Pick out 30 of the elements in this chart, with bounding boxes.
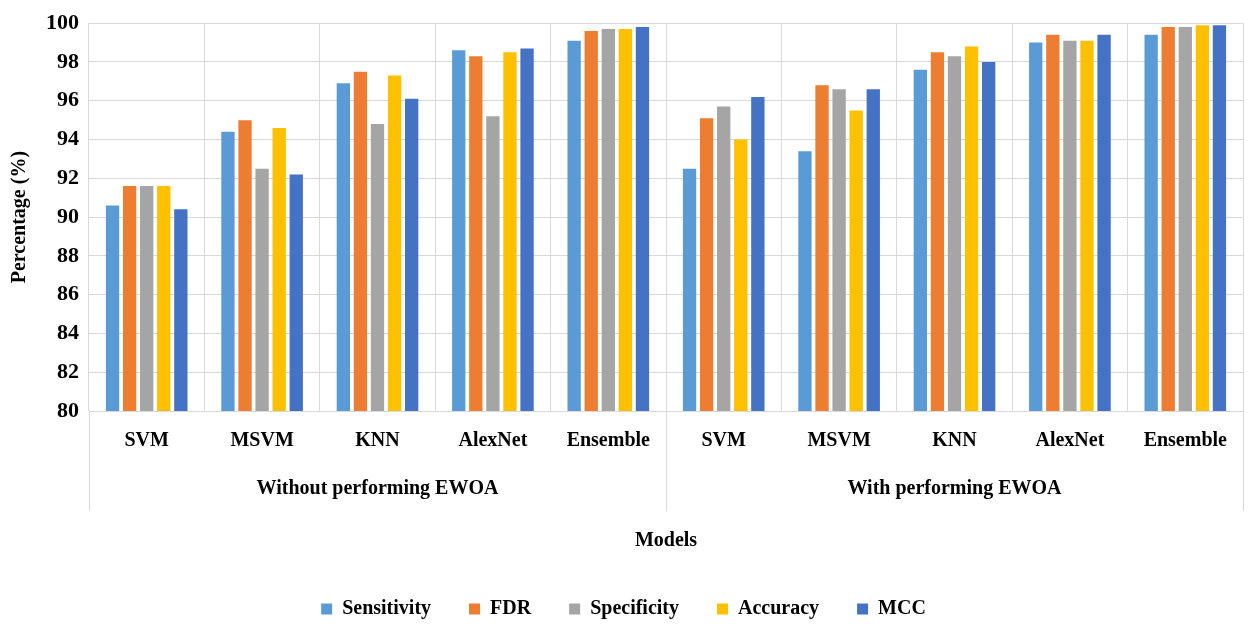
x-tick-label: MSVM bbox=[807, 428, 871, 451]
x-axis-title: Models bbox=[634, 528, 698, 551]
text: With performing EWOA bbox=[847, 476, 1063, 500]
y-tick-label: 96 bbox=[57, 86, 79, 112]
x-tick-label: KNN bbox=[932, 428, 978, 451]
x-tick-label: SVM bbox=[701, 428, 747, 451]
x-tick-label: Ensemble bbox=[1143, 428, 1228, 451]
y-tick-label: 100 bbox=[46, 8, 79, 34]
x-tick-label: AlexNet bbox=[1035, 428, 1105, 451]
legend-label: Accuracy bbox=[738, 596, 820, 620]
x-tick-label: KNN bbox=[355, 428, 401, 451]
x-tick-label: MSVM bbox=[230, 428, 294, 451]
y-tick-label: 88 bbox=[57, 241, 79, 267]
y-tick-label: 84 bbox=[57, 319, 79, 345]
y-axis-title: Percentage (%) bbox=[7, 150, 31, 284]
y-tick-label: 94 bbox=[57, 125, 79, 151]
x-tick-label: Ensemble bbox=[566, 428, 651, 451]
legend-label: MCC bbox=[878, 596, 926, 619]
text: Without performing EWOA bbox=[256, 476, 499, 500]
y-tick-label: 98 bbox=[57, 47, 79, 73]
y-tick-label: 80 bbox=[57, 396, 79, 422]
y-tick-label: 92 bbox=[57, 164, 79, 190]
x-tick-label: SVM bbox=[124, 428, 170, 451]
legend-label: Sensitivity bbox=[342, 596, 432, 620]
x-tick-label: AlexNet bbox=[458, 428, 528, 451]
y-tick-label: 90 bbox=[57, 202, 79, 228]
legend-label: FDR bbox=[490, 596, 532, 619]
y-tick-label: 86 bbox=[57, 280, 79, 306]
legend-label: Specificity bbox=[590, 596, 680, 620]
y-tick-label: 82 bbox=[57, 357, 79, 383]
